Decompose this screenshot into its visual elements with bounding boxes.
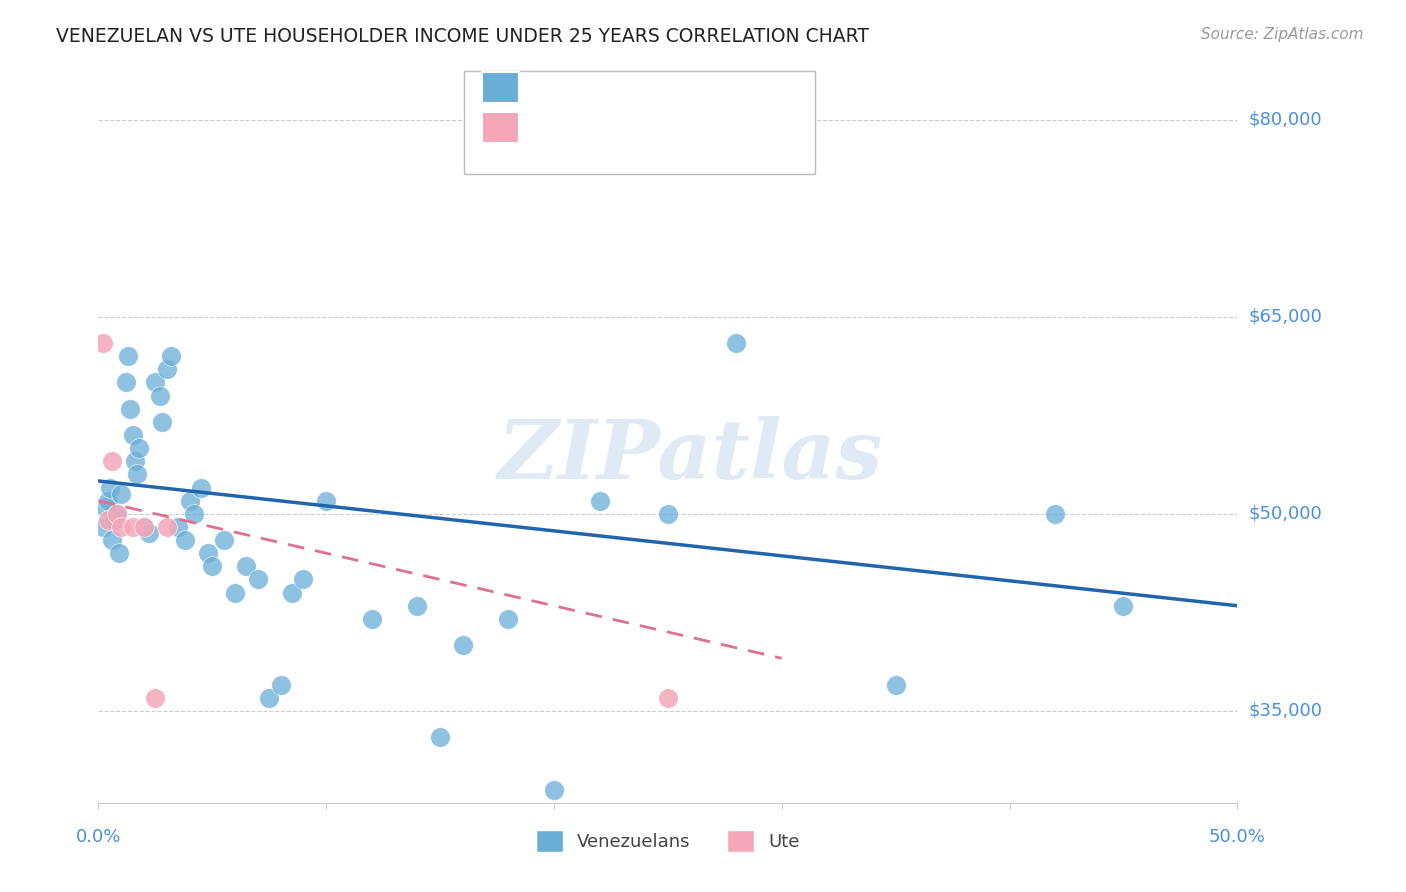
Point xyxy=(167,520,190,534)
Point xyxy=(127,467,149,482)
Point xyxy=(145,376,167,390)
Point xyxy=(101,454,124,468)
Text: Source: ZipAtlas.com: Source: ZipAtlas.com xyxy=(1201,27,1364,42)
Point xyxy=(315,493,337,508)
Point xyxy=(657,690,679,705)
Text: ZIPatlas: ZIPatlas xyxy=(498,416,883,496)
Point xyxy=(132,520,155,534)
Text: $65,000: $65,000 xyxy=(1249,308,1323,326)
Point xyxy=(124,454,146,468)
Point xyxy=(183,507,205,521)
Text: $35,000: $35,000 xyxy=(1249,702,1323,720)
Point xyxy=(149,388,172,402)
Text: N =: N = xyxy=(619,119,655,136)
Point xyxy=(451,638,474,652)
Point xyxy=(179,493,201,508)
Point xyxy=(96,493,118,508)
Text: 51: 51 xyxy=(647,78,669,96)
Point xyxy=(96,513,118,527)
Point xyxy=(105,507,128,521)
Point xyxy=(197,546,219,560)
Point xyxy=(160,349,183,363)
Point xyxy=(156,362,179,376)
Point xyxy=(292,573,315,587)
Point xyxy=(588,493,610,508)
Point xyxy=(543,782,565,797)
Point xyxy=(108,546,131,560)
Text: -0.076: -0.076 xyxy=(555,119,614,136)
Point xyxy=(281,585,304,599)
Legend: Venezuelans, Ute: Venezuelans, Ute xyxy=(529,822,807,859)
Point xyxy=(114,376,136,390)
Point xyxy=(103,513,125,527)
Text: N =: N = xyxy=(619,78,655,96)
Point xyxy=(429,730,451,744)
Point xyxy=(121,520,143,534)
Point xyxy=(212,533,235,547)
Point xyxy=(259,690,281,705)
Point xyxy=(224,585,246,599)
Point xyxy=(132,520,155,534)
Point xyxy=(121,428,143,442)
Text: 0.0%: 0.0% xyxy=(76,828,121,846)
Point xyxy=(201,559,224,574)
Point xyxy=(110,487,132,501)
Text: R =: R = xyxy=(524,119,561,136)
Point xyxy=(117,349,139,363)
Point xyxy=(94,500,117,515)
Point xyxy=(174,533,197,547)
Text: $80,000: $80,000 xyxy=(1249,111,1322,128)
Text: 50.0%: 50.0% xyxy=(1209,828,1265,846)
Point xyxy=(190,481,212,495)
Point xyxy=(101,533,124,547)
Point xyxy=(657,507,679,521)
Point xyxy=(150,415,173,429)
Point xyxy=(120,401,142,416)
Point xyxy=(270,677,292,691)
Point xyxy=(884,677,907,691)
Point xyxy=(1112,599,1135,613)
Text: -0.180: -0.180 xyxy=(555,78,614,96)
Point xyxy=(110,520,132,534)
Text: R =: R = xyxy=(524,78,561,96)
Text: 10: 10 xyxy=(647,119,669,136)
Point xyxy=(360,612,382,626)
Point xyxy=(105,507,128,521)
Point xyxy=(91,520,114,534)
Text: $50,000: $50,000 xyxy=(1249,505,1323,523)
Point xyxy=(235,559,257,574)
Point xyxy=(98,481,121,495)
Point xyxy=(156,520,179,534)
Point xyxy=(498,612,520,626)
Point xyxy=(128,441,150,455)
Point xyxy=(1043,507,1066,521)
Point xyxy=(145,690,167,705)
Point xyxy=(138,526,160,541)
Point xyxy=(91,336,114,351)
Point xyxy=(246,573,269,587)
Point xyxy=(725,336,748,351)
Text: VENEZUELAN VS UTE HOUSEHOLDER INCOME UNDER 25 YEARS CORRELATION CHART: VENEZUELAN VS UTE HOUSEHOLDER INCOME UND… xyxy=(56,27,869,45)
Point xyxy=(406,599,429,613)
